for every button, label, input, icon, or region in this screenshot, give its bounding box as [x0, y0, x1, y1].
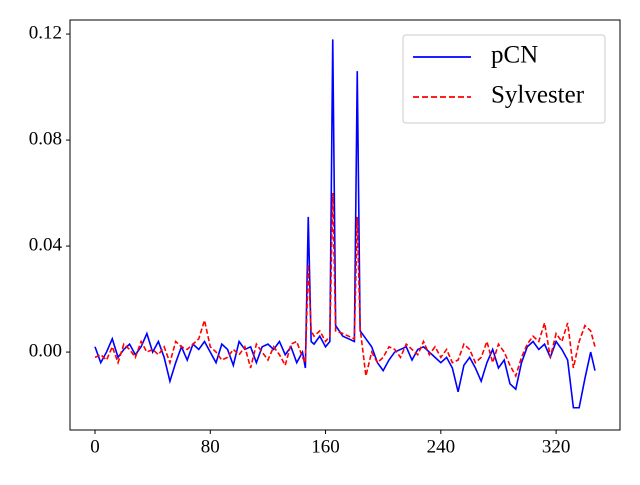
y-tick-label: 0.04	[29, 234, 63, 255]
x-tick-label: 160	[311, 436, 340, 457]
legend-label: pCN	[491, 42, 538, 69]
y-tick-label: 0.12	[29, 22, 62, 43]
series-line	[94, 39, 596, 409]
x-tick-label: 80	[201, 436, 220, 457]
plot-area	[94, 39, 596, 409]
x-tick-label: 320	[542, 436, 571, 457]
y-tick-label: 0.08	[29, 128, 62, 149]
series-line	[94, 193, 596, 378]
y-tick-label: 0.00	[29, 340, 62, 361]
x-tick-label: 0	[90, 436, 100, 457]
x-tick-label: 240	[427, 436, 456, 457]
legend-label: Sylvester	[491, 82, 585, 109]
axes-frame	[69, 19, 621, 431]
